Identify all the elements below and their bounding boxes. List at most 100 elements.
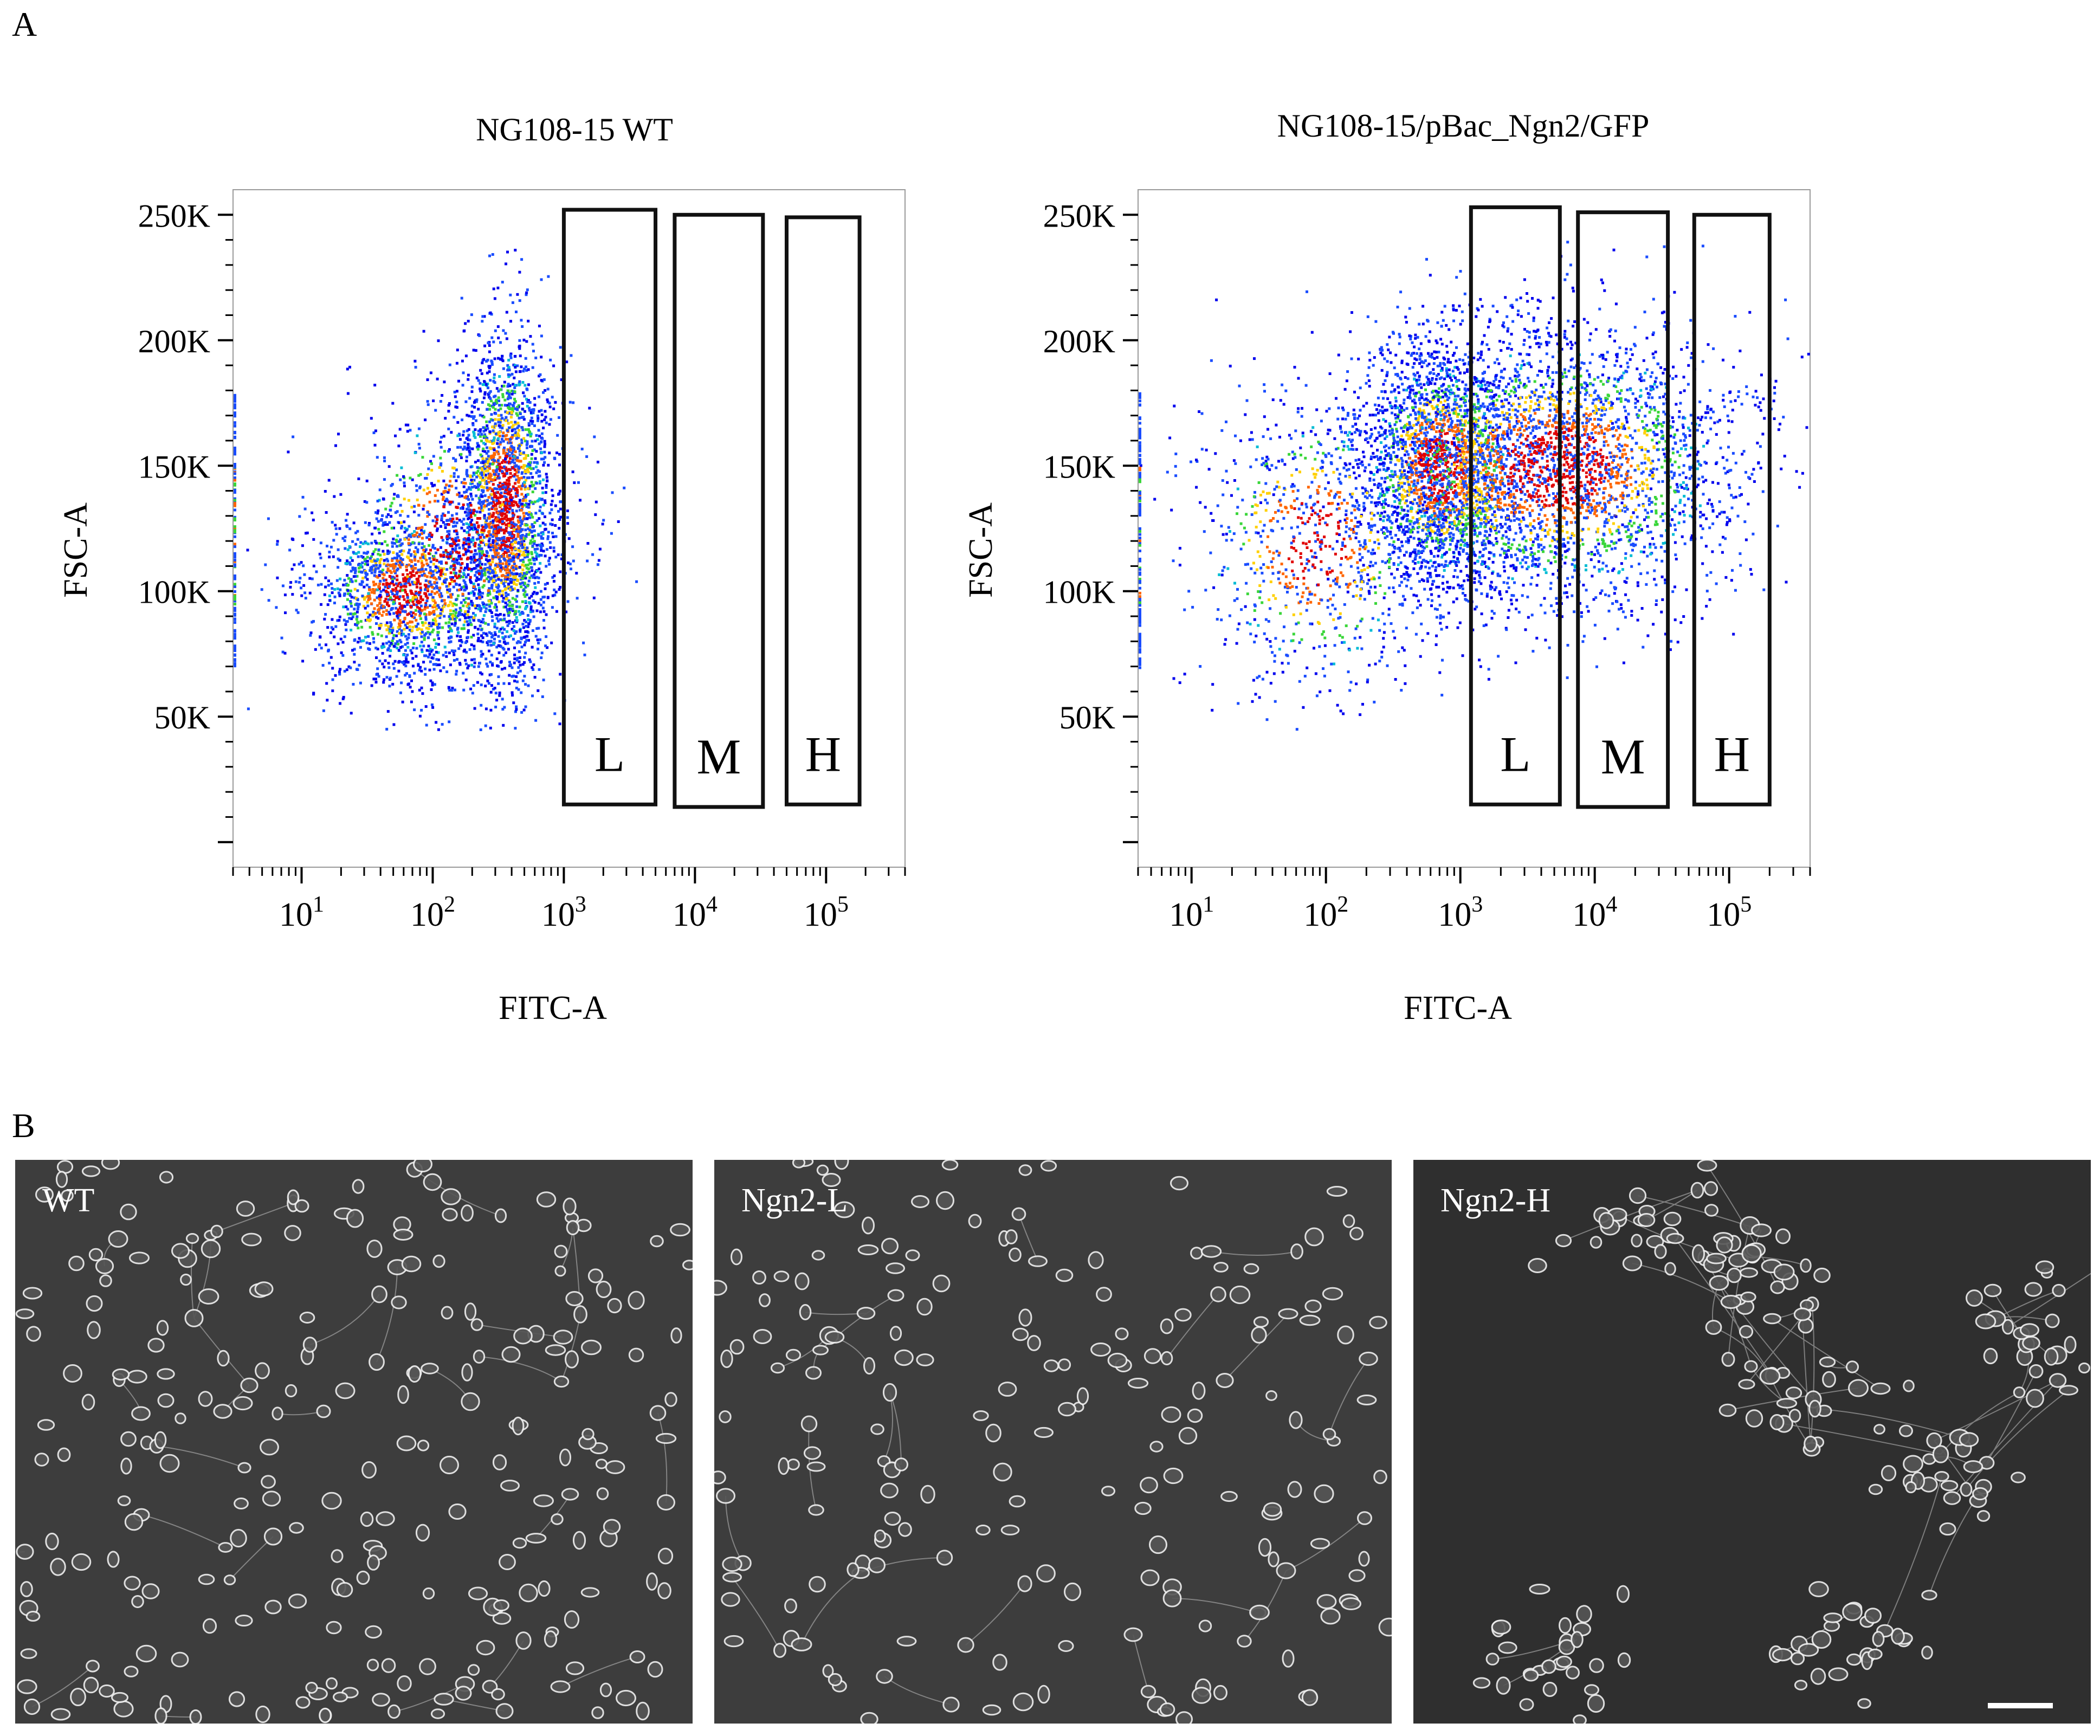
event-dot xyxy=(1428,380,1431,384)
event-dot xyxy=(511,588,514,591)
event-dot xyxy=(474,588,477,591)
event-dot xyxy=(385,727,389,731)
event-dot xyxy=(530,453,533,456)
event-dot xyxy=(508,408,512,410)
event-dot xyxy=(403,589,406,592)
event-dot xyxy=(456,421,460,424)
event-dot xyxy=(502,367,505,370)
event-dot xyxy=(509,518,513,521)
event-dot xyxy=(489,311,492,314)
event-dot xyxy=(374,588,378,591)
event-dot xyxy=(492,571,495,574)
event-dot xyxy=(520,502,524,506)
event-dot xyxy=(429,612,432,615)
event-dot xyxy=(494,545,497,548)
event-dot xyxy=(481,640,484,643)
event-dot xyxy=(234,508,236,512)
event-dot xyxy=(552,535,555,538)
event-dot xyxy=(508,524,511,527)
event-dot xyxy=(481,618,484,621)
event-dot xyxy=(378,660,382,662)
event-dot xyxy=(447,428,450,430)
event-dot xyxy=(460,557,463,560)
event-dot xyxy=(513,563,516,566)
event-dot xyxy=(398,428,402,431)
event-dot xyxy=(381,572,384,576)
event-dot xyxy=(505,311,508,314)
event-dot xyxy=(529,335,532,338)
event-dot xyxy=(234,621,236,624)
event-dot xyxy=(531,366,534,369)
event-dot xyxy=(311,511,314,514)
event-dot xyxy=(442,521,445,524)
event-dot xyxy=(433,581,436,584)
event-dot xyxy=(451,618,455,621)
event-dot xyxy=(382,589,385,592)
event-dot xyxy=(497,619,500,623)
event-dot xyxy=(505,507,508,510)
event-dot xyxy=(469,576,472,579)
event-dot xyxy=(458,639,461,642)
event-dot xyxy=(428,611,431,614)
event-dot xyxy=(407,538,410,541)
event-dot xyxy=(413,556,416,559)
event-dot xyxy=(489,571,493,574)
event-dot xyxy=(473,479,476,482)
event-dot xyxy=(419,582,422,585)
event-dot xyxy=(527,552,530,555)
event-dot xyxy=(527,638,530,642)
event-dot xyxy=(520,572,523,575)
event-dot xyxy=(457,589,461,591)
event-dot xyxy=(550,641,553,644)
event-dot xyxy=(477,665,480,668)
event-dot xyxy=(424,616,428,619)
event-dot xyxy=(234,519,236,522)
event-dot xyxy=(474,625,477,629)
event-dot xyxy=(512,558,515,562)
event-dot xyxy=(367,543,370,545)
event-dot xyxy=(476,532,480,535)
event-dot xyxy=(483,504,487,507)
event-dot xyxy=(419,557,422,560)
event-dot xyxy=(484,480,488,483)
event-dot xyxy=(1407,434,1410,437)
event-dot xyxy=(428,538,431,541)
event-dot xyxy=(354,531,358,534)
event-dot xyxy=(389,655,391,658)
event-dot xyxy=(408,682,410,686)
event-dot xyxy=(440,592,442,595)
event-dot xyxy=(378,583,382,586)
event-dot xyxy=(436,631,440,634)
event-dot xyxy=(501,435,505,437)
event-dot xyxy=(484,469,488,473)
event-dot xyxy=(234,393,236,397)
event-dot xyxy=(392,526,396,530)
event-dot xyxy=(411,664,415,668)
event-dot xyxy=(492,548,495,551)
event-dot xyxy=(357,477,360,480)
event-dot xyxy=(373,559,376,563)
event-dot xyxy=(503,545,507,548)
event-dot xyxy=(545,483,548,487)
event-dot xyxy=(422,531,425,534)
event-dot xyxy=(392,644,396,648)
event-dot xyxy=(519,613,522,616)
event-dot xyxy=(433,683,436,686)
event-dot xyxy=(501,590,505,593)
event-dot xyxy=(515,583,518,586)
event-dot xyxy=(464,566,467,570)
event-dot xyxy=(518,553,521,556)
event-dot xyxy=(416,548,419,551)
event-dot xyxy=(493,448,496,451)
event-dot xyxy=(456,628,459,631)
event-dot xyxy=(438,577,441,580)
event-dot xyxy=(471,536,475,539)
event-dot xyxy=(507,648,510,651)
event-dot xyxy=(469,687,473,690)
event-dot xyxy=(516,505,520,508)
event-dot xyxy=(531,694,534,698)
event-dot xyxy=(360,583,363,586)
event-dot xyxy=(463,614,466,617)
event-dot xyxy=(1515,420,1519,423)
event-dot xyxy=(512,539,515,542)
